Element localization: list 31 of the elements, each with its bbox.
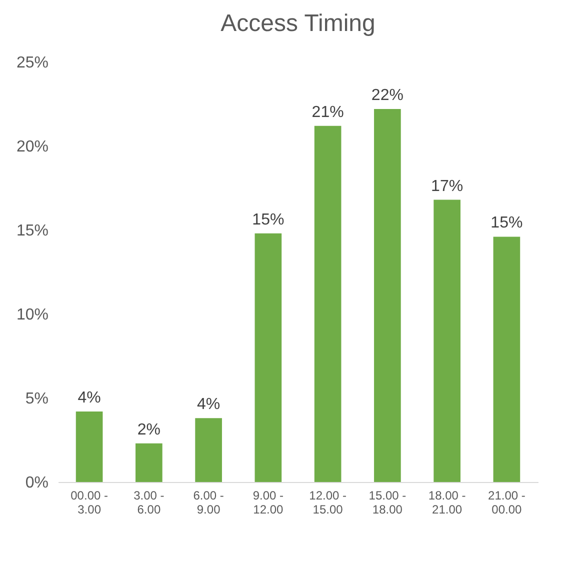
x-tick-label: 15.00 - 18.00 <box>368 488 406 516</box>
x-tick-label: 00.00 - 3.00 <box>70 488 108 516</box>
data-label: 4% <box>78 389 101 406</box>
x-tick-label: 3.00 - 6.00 <box>134 488 164 516</box>
x-tick-label: 12.00 - 15.00 <box>309 488 346 516</box>
data-label: 4% <box>196 396 220 414</box>
x-tick-label: 9.00 - 12.00 <box>252 488 284 516</box>
x-tick-label: 6.00 - 9.00 <box>193 488 224 516</box>
bar <box>136 443 162 482</box>
x-tick-label: 21.00 - 00.00 <box>488 488 526 516</box>
data-label: 15% <box>490 214 523 232</box>
data-label: 21% <box>312 104 344 121</box>
bar <box>493 236 520 482</box>
data-label: 22% <box>371 87 404 104</box>
bar <box>434 200 460 482</box>
data-label: 17% <box>431 178 464 195</box>
y-tick-label: 10% <box>16 306 48 324</box>
x-tick-label: 18.00 - 21.00 <box>428 488 466 516</box>
data-label: 2% <box>137 421 160 438</box>
y-tick-label: 0% <box>25 474 48 492</box>
data-label: 15% <box>252 211 284 228</box>
y-tick-label: 25% <box>16 54 48 72</box>
chart-title: Access Timing <box>220 10 376 37</box>
y-tick-label: 5% <box>25 390 48 408</box>
bar <box>374 109 401 482</box>
bar <box>195 418 222 482</box>
y-tick-label: 15% <box>16 222 48 240</box>
y-tick-label: 20% <box>16 138 48 156</box>
bar <box>254 233 282 482</box>
bar <box>76 411 103 482</box>
bar <box>314 126 342 482</box>
